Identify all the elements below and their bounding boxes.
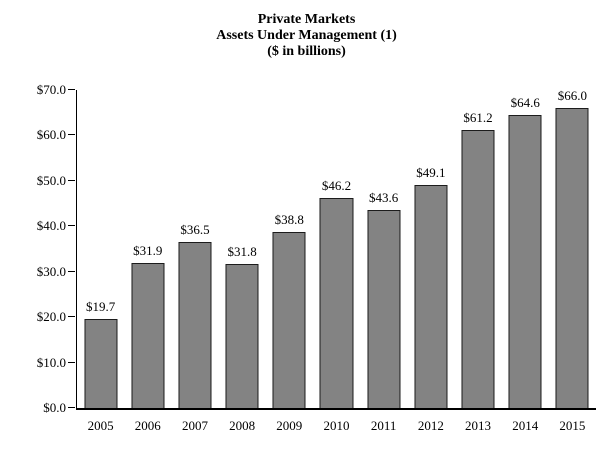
x-axis-tick-label: 2012 [417,418,444,433]
bar-value-label: $64.6 [510,94,540,110]
x-axis-tick-label: 2009 [276,418,303,433]
x-axis-tick-label: 2014 [512,418,539,433]
plot-area: $19.7 2005 $31.9 2006 $36.5 2007 $31.8 2008 $38.… [68,88,596,433]
y-axis-labels: $0.0 $10.0 $20.0 $30.0 $40.0 $50.0 $60.0 $70.0 [0,82,66,415]
chart-title-line3: ($ in billions) [267,44,346,59]
y-axis-tick-label: $30.0 [36,263,66,279]
y-axis-tick-label: $50.0 [36,172,66,188]
bar-2011 [367,209,401,408]
x-axis-tick-label: 2015 [559,418,586,433]
bar-2010 [319,198,353,408]
y-axis-tick-mark [68,407,75,408]
bar-value-label: $19.7 [85,298,116,314]
chart-title: Private Markets Assets Under Management … [0,12,613,60]
y-axis-tick-label: $10.0 [36,354,66,370]
x-axis-tick-label: 2006 [134,418,161,433]
bar-slot-2010: $46.2 2010 [313,90,360,433]
y-axis-tick-mark [68,89,75,90]
bar-value-label: $49.1 [416,164,446,180]
bar-slot-2007: $36.5 2007 [171,90,218,433]
y-axis-tick-label: $0.0 [43,400,66,415]
bar-slot-2011: $43.6 2011 [360,90,407,433]
bar-2005 [84,318,118,408]
bar-value-label: $31.8 [227,243,257,259]
y-axis-tick-mark [68,179,75,181]
chart-title-line2: Assets Under Management (1) [216,28,397,43]
bar-slot-2008: $31.8 2008 [219,90,266,433]
x-axis-tick-label: 2013 [465,418,492,433]
bar-2007 [178,242,212,408]
y-axis-tick-mark [68,270,75,272]
y-axis-tick-mark [68,134,75,136]
bar-value-label: $46.2 [321,178,352,194]
x-axis-tick-label: 2010 [323,418,350,433]
bar-2013 [461,129,495,408]
y-axis-tick-mark [68,316,75,318]
bar-slot-2015: $66.0 2015 [549,88,596,433]
bar-slot-2012: $49.1 2012 [407,90,454,433]
y-axis-tick-label: $70.0 [36,82,66,97]
bar-slot-2006: $31.9 2006 [124,90,171,433]
x-axis-tick-label: 2007 [181,418,208,433]
bar-value-label: $31.9 [133,243,163,259]
bar-value-label: $38.8 [274,211,304,227]
bar-2008 [225,263,259,408]
bar-slot-2005: $19.7 2005 [77,90,124,433]
y-axis-tick-mark [68,361,75,363]
bar-2014 [508,114,542,408]
bar-2009 [272,231,306,408]
bar-value-label: $36.5 [180,222,210,238]
bar-slot-2009: $38.8 2009 [266,90,313,433]
x-axis-tick-label: 2005 [87,418,114,433]
bar-slot-2014: $64.6 2014 [502,90,549,433]
chart-title-line1: Private Markets [257,12,356,27]
y-axis-tick-label: $60.0 [36,127,66,143]
y-axis-tick-mark [68,225,75,227]
x-axis-tick-label: 2011 [370,418,397,433]
bar-2006 [131,263,165,408]
bar-slot-2013: $61.2 2013 [454,90,501,433]
bar-value-label: $61.2 [463,109,493,125]
bar-2015 [555,108,589,408]
bar-value-label: $43.6 [369,189,399,205]
y-axis-tick-label: $40.0 [36,218,66,234]
bar-2012 [414,184,448,408]
bar-value-label: $66.0 [557,88,588,104]
x-axis-tick-label: 2008 [229,418,256,433]
y-axis-tick-label: $20.0 [36,309,66,325]
